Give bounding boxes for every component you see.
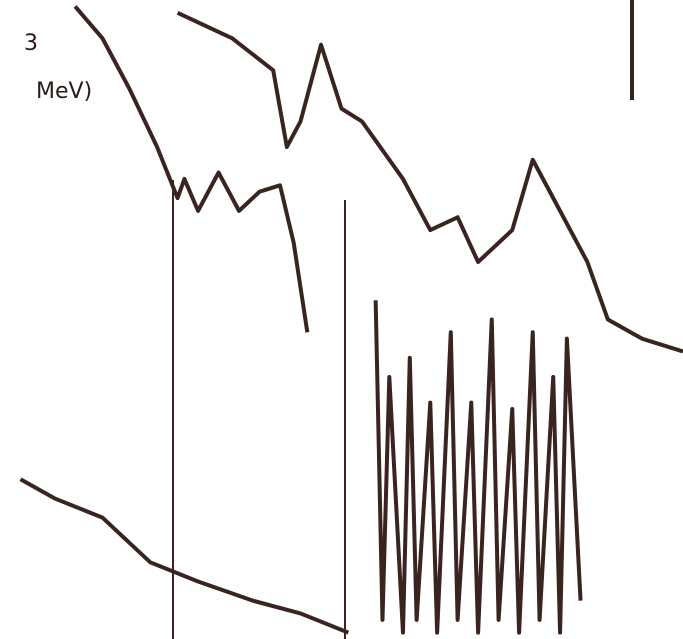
spectrum-line (73, 5, 310, 333)
spectrum-line (373, 300, 583, 635)
spectrum-line (19, 477, 350, 635)
annotation: MeV) (36, 79, 92, 104)
spectrum-line (176, 10, 683, 354)
annotation: 3 (24, 31, 38, 56)
